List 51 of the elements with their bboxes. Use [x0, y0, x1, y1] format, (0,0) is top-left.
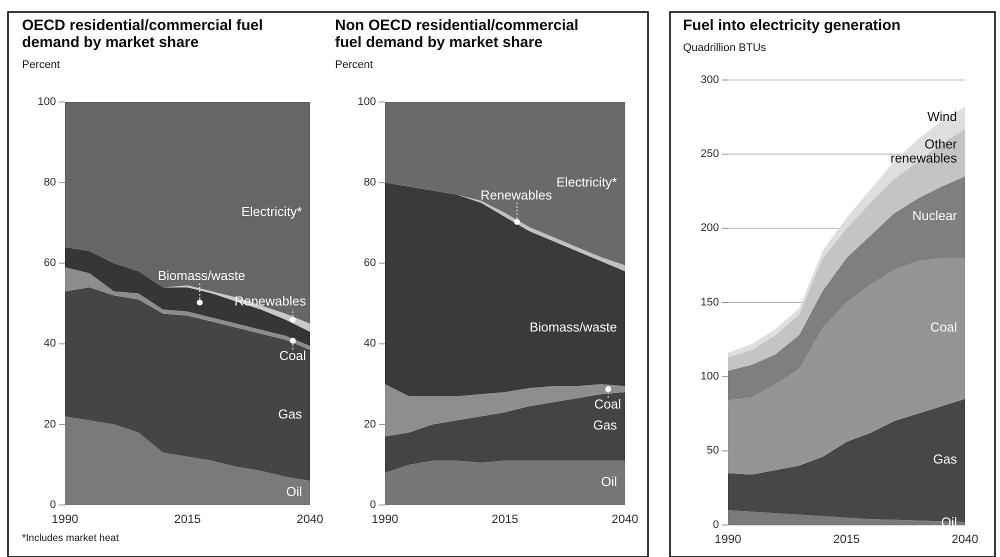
- y-tick-label: 100: [38, 96, 56, 108]
- y-tick-label: 80: [364, 176, 376, 189]
- y-tick-label: 300: [700, 74, 719, 86]
- x-tick-label: 1990: [714, 532, 742, 546]
- y-tick-label: 20: [364, 418, 376, 430]
- y-tick-label: 100: [358, 96, 376, 108]
- series-label: Wind: [927, 109, 957, 124]
- x-tick-label: 2015: [174, 512, 202, 526]
- y-tick-label: 100: [700, 370, 719, 383]
- y-tick-label: 50: [706, 444, 719, 457]
- series-label: Electricity*: [556, 175, 617, 190]
- series-label: Other renewables: [890, 137, 958, 166]
- x-tick-label: 1990: [372, 512, 399, 526]
- y-axis-title: Percent: [335, 59, 373, 71]
- series-label: Gas: [933, 452, 958, 467]
- x-tick-label: 2015: [492, 512, 519, 526]
- x-tick-label: 1990: [52, 512, 79, 526]
- series-label: Gas: [278, 406, 302, 422]
- y-tick-label: 80: [44, 176, 56, 189]
- y-tick-label: 20: [44, 418, 56, 430]
- y-tick-label: 60: [364, 257, 376, 270]
- y-tick-label: 250: [700, 148, 719, 160]
- y-tick-label: 60: [44, 257, 56, 270]
- series-label: Renewables: [480, 187, 552, 202]
- series-label: Oil: [601, 474, 618, 490]
- y-tick-label: 0: [712, 518, 719, 531]
- series-label: Biomass/waste: [530, 320, 617, 336]
- x-tick-label: 2040: [296, 512, 324, 526]
- series-label: Gas: [593, 418, 618, 433]
- series-label: Coal: [279, 348, 306, 364]
- y-tick-label: 40: [44, 338, 56, 350]
- series-label: Biomass/waste: [158, 268, 246, 283]
- x-tick-label: 2040: [952, 532, 979, 546]
- series-label: Electricity*: [241, 204, 302, 220]
- series-label: Coal: [594, 396, 622, 412]
- y-axis-title: Quadrillion BTUs: [683, 42, 767, 54]
- y-tick-label: 0: [50, 498, 56, 511]
- y-tick-label: 200: [700, 222, 719, 234]
- x-tick-label: 2040: [612, 512, 639, 526]
- text: *Includes market heat: [22, 533, 119, 544]
- y-tick-label: 0: [370, 498, 376, 511]
- chart-title: OECD residential/commercial fuel demand by market share: [22, 17, 263, 51]
- x-tick-label: 2015: [833, 532, 860, 546]
- series-label: Oil: [286, 484, 302, 500]
- series-label: Coal: [930, 320, 958, 335]
- chart-title: Non OECD residential/commercial fuel demand by market share: [335, 17, 578, 51]
- series-label: Nuclear: [912, 208, 958, 224]
- chart-title: Fuel into electricity generation: [683, 17, 901, 34]
- y-tick-label: 150: [700, 296, 719, 308]
- y-axis-title: Percent: [22, 59, 60, 71]
- y-tick-label: 40: [364, 338, 376, 350]
